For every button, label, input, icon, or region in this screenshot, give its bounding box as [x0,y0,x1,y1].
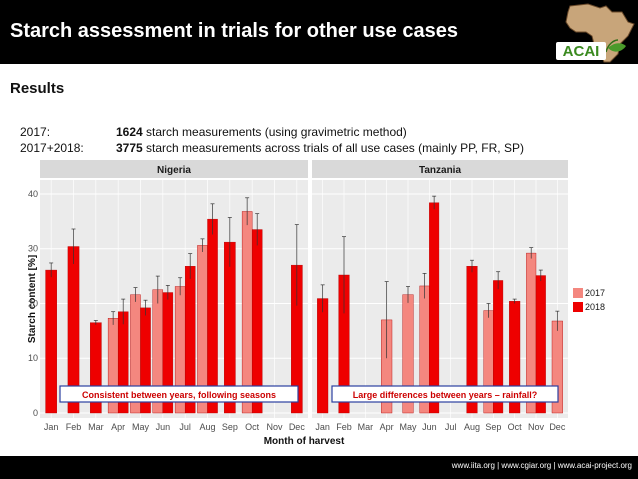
x-tick-label: Jun [422,422,437,432]
stats-count: 1624 [116,125,143,139]
x-tick-label: Feb [336,422,352,432]
facet-panel [40,180,308,418]
x-tick-label: Apr [380,422,394,432]
stats-block: 2017: 1624 starch measurements (using gra… [20,124,524,156]
x-tick-label: Nov [266,422,283,432]
header-bar: Starch assessment in trials for other us… [0,0,638,64]
x-tick-label: Jun [156,422,171,432]
facet-strip [40,160,308,178]
stats-row-2017-2018: 2017+2018: 3775 starch measurements acros… [20,140,524,156]
logo-text: ACAI [563,43,600,60]
x-tick-label: Oct [508,422,523,432]
footer-links: www.iita.org | www.cgiar.org | www.acai-… [451,461,632,470]
page-title: Starch assessment in trials for other us… [10,20,458,42]
facet-title: Nigeria [157,165,191,176]
y-tick-label: 30 [28,244,38,254]
x-tick-label: Oct [245,422,260,432]
y-axis-label: Starch content [%] [28,255,38,343]
y-tick-label: 20 [28,298,38,308]
x-tick-label: Dec [289,422,306,432]
x-tick-label: Sep [222,422,238,432]
bar-2017 [241,211,253,414]
y-tick-label: 10 [28,353,38,363]
facet-strip [312,160,568,178]
x-tick-label: Aug [199,422,215,432]
x-tick-label: Sep [485,422,501,432]
facet-title: Tanzania [419,165,461,176]
annotation-text: Consistent between years, following seas… [82,390,276,400]
x-tick-label: Jan [315,422,330,432]
annotation-box [59,385,299,403]
x-tick-label: Feb [66,422,82,432]
x-tick-label: May [132,422,150,432]
stats-label: 2017: [20,125,51,139]
bar-2018 [429,202,440,414]
leaf-icon [605,39,619,53]
x-tick-label: May [399,422,417,432]
bar-2018 [45,269,57,414]
legend-label: 2018 [585,302,605,312]
stats-count: 3775 [116,141,143,155]
legend-label: 2017 [585,288,605,298]
x-tick-label: Aug [464,422,480,432]
annotation-box [331,385,559,403]
annotation-text: Large differences between years – rainfa… [353,390,538,400]
starch-chart: Starch content [%] 0 10 20 30 40 Nigeria Jan Feb… [28,160,605,447]
bar-2018 [207,218,218,414]
y-tick-label: 0 [33,408,38,418]
stats-row-2017: 2017: 1624 starch measurements (using gra… [20,124,524,140]
legend-swatch [573,302,583,312]
x-tick-label: Dec [549,422,566,432]
x-tick-label: Apr [111,422,125,432]
x-tick-label: Mar [358,422,374,432]
x-tick-label: Mar [88,422,104,432]
legend-swatch [573,288,583,298]
bar-2018 [317,298,329,414]
leaf-icon [608,43,626,52]
acai-logo: ACAI [556,3,635,63]
stats-text: starch measurements across trials of all… [142,141,524,155]
x-axis-label: Month of harvest [264,436,345,447]
stats-text: starch measurements (using gravimetric m… [142,125,407,139]
y-tick-label: 40 [28,189,38,199]
x-tick-label: Jan [44,422,59,432]
stats-label: 2017+2018: [20,141,84,155]
footer-bar: www.iita.org | www.cgiar.org | www.acai-… [0,456,638,479]
x-tick-label: Nov [528,422,545,432]
section-title: Results [10,80,65,97]
x-tick-label: Jul [179,422,191,432]
x-tick-label: Jul [445,422,457,432]
facet-panel [312,180,568,418]
